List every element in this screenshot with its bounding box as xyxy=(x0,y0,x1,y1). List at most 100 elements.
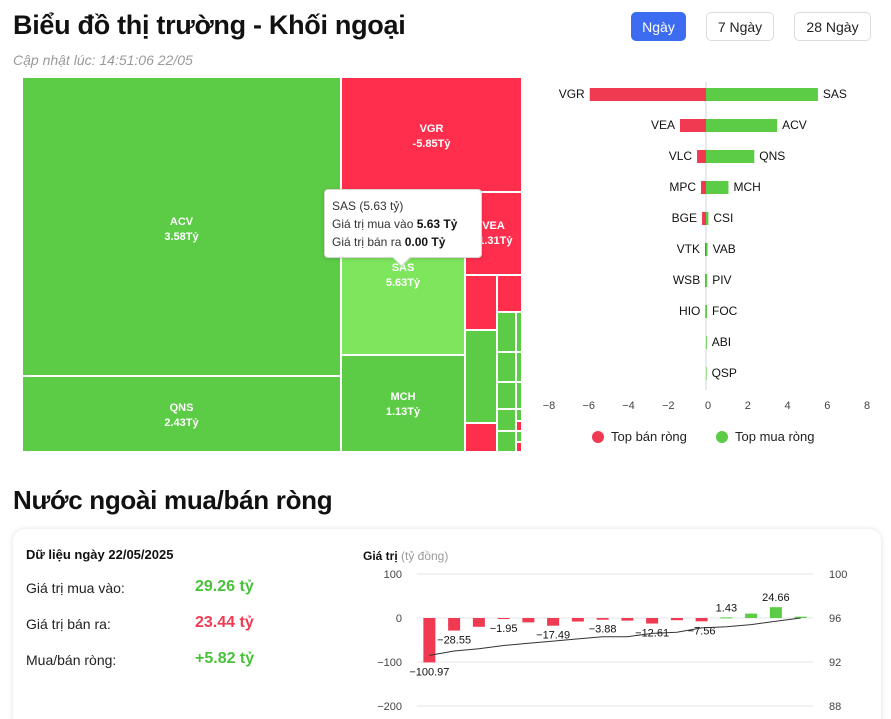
x-tick-label: 8 xyxy=(864,400,870,412)
treemap-tile-small[interactable] xyxy=(516,409,522,421)
x-tick-label: −6 xyxy=(582,400,595,412)
sell-bar[interactable] xyxy=(701,181,706,194)
treemap-tile-vea[interactable]: VEA -1.31Tỷ xyxy=(465,192,522,275)
page-title: Biểu đồ thị trường - Khối ngoại xyxy=(13,10,406,40)
treemap-tile-acv[interactable]: ACV 3.58Tỷ xyxy=(22,77,341,376)
tile-label: QNS 2.43Tỷ xyxy=(164,402,199,429)
sell-bar[interactable] xyxy=(589,88,706,101)
treemap-tile-small[interactable] xyxy=(497,352,516,382)
net-bar[interactable] xyxy=(522,618,535,623)
sell-ticker: BGE xyxy=(672,211,697,225)
sell-bar[interactable] xyxy=(697,150,706,163)
buy-ticker: VAB xyxy=(713,242,736,256)
treemap-tile-small[interactable] xyxy=(497,382,516,409)
sell-bar[interactable] xyxy=(702,212,706,225)
buy-bar[interactable] xyxy=(706,336,707,349)
net-bar[interactable] xyxy=(794,616,807,618)
sell-bar[interactable] xyxy=(705,305,706,318)
y-tick-label: −100 xyxy=(377,657,402,669)
tile-label: SAS 5.63Tỷ xyxy=(385,262,421,289)
y-tick-label: 100 xyxy=(384,569,402,581)
tab-7-days[interactable]: 7 Ngày xyxy=(706,12,774,41)
net-bar[interactable] xyxy=(720,617,733,619)
y2-tick-label: 92 xyxy=(829,657,841,669)
treemap-tile-vgr[interactable]: VGR -5.85Tỷ xyxy=(341,77,522,192)
net-bar[interactable] xyxy=(547,618,560,626)
treemap-tooltip: SAS (5.63 tỷ) Giá trị mua vào 5.63 Tỷ Gi… xyxy=(324,189,482,258)
treemap-tile-small[interactable] xyxy=(497,275,522,312)
buy-bar[interactable] xyxy=(706,212,709,225)
sell-value: 23.44 tỷ xyxy=(195,614,254,631)
net-bar[interactable] xyxy=(571,618,584,622)
treemap-tile-small[interactable] xyxy=(516,431,522,442)
buy-bar[interactable] xyxy=(706,150,755,163)
treemap-tile-small[interactable] xyxy=(516,382,522,409)
treemap-tile-qns[interactable]: QNS 2.43Tỷ xyxy=(22,376,341,452)
net-bar[interactable] xyxy=(472,618,485,627)
net-flow-chart: Giá trị (tỷ đồng) 100 0 −100 −200 100 96 92 88 −10… xyxy=(355,545,875,719)
net-bar[interactable] xyxy=(596,618,609,620)
treemap: ACV 3.58Tỷ QNS 2.43Tỷ VGR -5.85Tỷ SAS 5.63Tỷ… xyxy=(22,77,522,452)
buy-ticker: CSI xyxy=(713,211,733,225)
treemap-tile-small[interactable] xyxy=(497,409,516,431)
sell-ticker: VLC xyxy=(669,149,693,163)
tab-day[interactable]: Ngày xyxy=(631,12,686,41)
buy-ticker: SAS xyxy=(823,87,847,101)
bar-value-label: −3.88 xyxy=(589,624,617,636)
net-bar[interactable] xyxy=(448,618,461,631)
bar-value-label: −1.95 xyxy=(490,623,518,635)
net-bar[interactable] xyxy=(646,618,659,624)
buy-bar[interactable] xyxy=(706,274,708,287)
sell-bar[interactable] xyxy=(705,243,706,256)
bar-value-label: −100.97 xyxy=(409,666,449,678)
sell-bar[interactable] xyxy=(679,119,706,132)
card-title: Dữ liệu ngày 22/05/2025 xyxy=(26,547,174,562)
treemap-tile-small[interactable] xyxy=(465,275,497,330)
treemap-tile-small[interactable] xyxy=(516,421,522,431)
net-bar[interactable] xyxy=(621,618,634,621)
buy-bar[interactable] xyxy=(706,88,818,101)
net-bar[interactable] xyxy=(423,618,436,663)
tile-label: ACV 3.58Tỷ xyxy=(164,216,199,243)
buy-ticker: ACV xyxy=(782,118,807,132)
treemap-tile-small[interactable] xyxy=(465,423,497,452)
y2-tick-label: 88 xyxy=(829,701,841,713)
tile-label: VEA -1.31Tỷ xyxy=(474,220,513,247)
net-bar[interactable] xyxy=(769,607,782,618)
net-bar[interactable] xyxy=(695,618,708,622)
bar-value-label: 24.66 xyxy=(762,592,790,604)
x-tick-label: −8 xyxy=(543,400,556,412)
buy-bar[interactable] xyxy=(706,119,778,132)
legend-sell-label: Top bán ròng xyxy=(611,429,687,444)
tab-28-days[interactable]: 28 Ngày xyxy=(794,12,871,41)
buy-bar[interactable] xyxy=(706,305,707,318)
buy-bar[interactable] xyxy=(706,181,729,194)
bar-value-label: −28.55 xyxy=(437,635,471,647)
treemap-tile-mch[interactable]: MCH 1.13Tỷ xyxy=(341,355,465,452)
buy-bar[interactable] xyxy=(706,367,707,380)
treemap-tile-small[interactable] xyxy=(465,330,497,423)
net-bar[interactable] xyxy=(497,618,510,619)
legend-buy[interactable]: Top mua ròng xyxy=(716,429,815,444)
tile-label: VGR -5.85Tỷ xyxy=(412,123,451,150)
sell-bar[interactable] xyxy=(705,274,706,287)
treemap-tile-small[interactable] xyxy=(497,312,516,352)
legend-sell[interactable]: Top bán ròng xyxy=(592,429,687,444)
buy-ticker: PIV xyxy=(712,273,731,287)
sell-ticker: VEA xyxy=(651,118,675,132)
bar-value-label: 1.43 xyxy=(716,602,737,614)
x-tick-label: −2 xyxy=(662,400,675,412)
treemap-tile-small[interactable] xyxy=(497,431,516,452)
treemap-tile-small[interactable] xyxy=(516,312,522,352)
treemap-tile-small[interactable] xyxy=(516,442,522,452)
net-bar[interactable] xyxy=(745,613,758,618)
buy-bar[interactable] xyxy=(706,243,708,256)
tooltip-sell: Giá trị bán ra 0.00 Tỷ xyxy=(332,235,446,249)
y-axis-title: Giá trị xyxy=(363,549,398,563)
updated-time: Cập nhật lúc: 14:51:06 22/05 xyxy=(13,52,193,68)
x-tick-label: 6 xyxy=(824,400,830,412)
treemap-tile-small[interactable] xyxy=(516,352,522,382)
net-flow-card xyxy=(13,529,881,719)
net-bar[interactable] xyxy=(670,618,683,621)
bar-value-label: −17.49 xyxy=(536,630,570,642)
